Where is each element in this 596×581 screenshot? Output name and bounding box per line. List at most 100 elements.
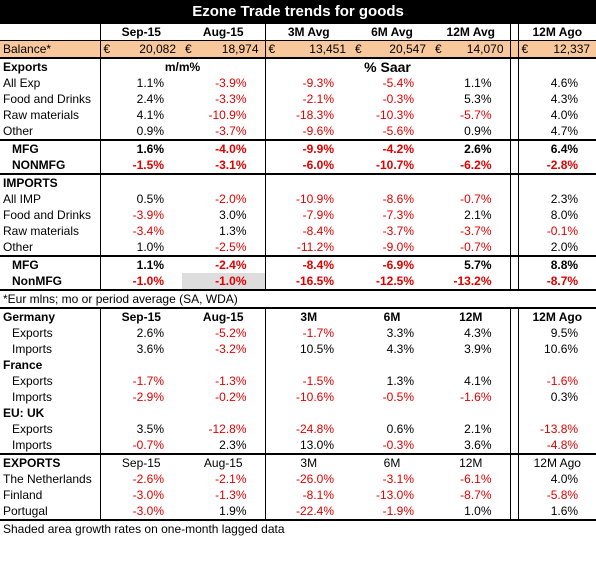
value-cell: -3.3% <box>215 92 247 106</box>
value-cell: -13.0% <box>375 488 414 502</box>
column-header: Aug-15 <box>202 25 244 39</box>
currency: € <box>268 42 276 56</box>
table-row: NonMFG -1.0% -1.0% -16.5% -12.5% -13.2% -8.7% <box>0 273 596 290</box>
value-cell: 0.5% <box>99 191 182 207</box>
table-row: Ezone Trade trends for goods <box>0 0 596 24</box>
gap-cell <box>509 139 518 157</box>
row-label: Finland <box>3 488 43 502</box>
table-row: EU: UK <box>0 405 596 421</box>
balance-value: 13,451 <box>309 42 346 56</box>
table-row: All IMP 0.5% -2.0% -10.9% -8.6% -0.7% 2.3% <box>0 191 596 207</box>
value-cell: -1.5% <box>264 373 352 389</box>
table-row: MFG 1.1% -2.4% -8.4% -6.9% 5.7% 8.8% <box>0 255 596 273</box>
value-cell: -4.8% <box>517 437 596 454</box>
row-label: Exports <box>12 374 53 388</box>
value-cell: 2.6% <box>99 325 182 341</box>
column-header: Aug-15 <box>182 453 265 471</box>
balance-cell: €12,337 <box>517 40 596 59</box>
blank-cell <box>99 405 182 421</box>
row-label: NONMFG <box>12 158 66 172</box>
value-cell: 2.4% <box>99 91 182 107</box>
value-cell: -10.7% <box>375 158 414 172</box>
row-label: Other <box>3 240 34 254</box>
blank-cell <box>517 57 596 75</box>
value-cell: -1.9% <box>382 504 414 518</box>
value-cell: -10.6% <box>264 389 352 405</box>
blank-cell <box>182 405 265 421</box>
value-cell: 3.0% <box>219 208 247 222</box>
value-cell: -3.0% <box>99 503 182 520</box>
value-cell: 4.3% <box>517 91 596 107</box>
value-cell: -13.2% <box>453 274 492 288</box>
value-cell: -5.4% <box>382 76 414 90</box>
gap-cell <box>509 373 518 389</box>
gap-cell <box>509 40 518 59</box>
value-cell: 1.3% <box>219 224 247 238</box>
blank-cell <box>264 357 352 373</box>
row-label: Raw materials <box>3 224 80 238</box>
value-cell: 1.0% <box>99 239 182 256</box>
gap-cell <box>509 389 518 405</box>
table-row: Other 0.9% -3.7% -9.6% -5.6% 0.9% 4.7% <box>0 123 596 140</box>
row-label: NonMFG <box>12 274 62 288</box>
value-cell: -2.8% <box>517 157 596 174</box>
value-cell: 1.9% <box>219 504 247 518</box>
blank-cell <box>517 357 596 373</box>
column-header: 3M <box>264 453 352 471</box>
value-cell: -6.2% <box>460 158 492 172</box>
table-row: France <box>0 357 596 373</box>
table-row: Finland -3.0% -1.3% -8.1% -13.0% -8.7% -5.8% <box>0 487 596 503</box>
value-cell: -1.6% <box>517 373 596 389</box>
table-row: Exports 3.5% -12.8% -24.8% 0.6% 2.1% -13.8% <box>0 421 596 437</box>
row-label: Other <box>3 124 34 138</box>
row-label: MFG <box>0 139 100 157</box>
value-cell: 10.6% <box>517 341 596 357</box>
value-cell: -1.5% <box>99 157 182 174</box>
value-cell: -5.8% <box>517 487 596 503</box>
blank-cell <box>264 405 352 421</box>
value-cell: -2.1% <box>264 91 352 107</box>
value-cell: 4.7% <box>517 123 596 140</box>
balance-cell: €20,547 <box>352 40 432 59</box>
balance-cell: €13,451 <box>264 40 352 59</box>
value-cell: -0.3% <box>382 92 414 106</box>
value-cell: -5.2% <box>215 326 247 340</box>
table-row: IMPORTS <box>0 173 596 191</box>
value-cell: 2.1% <box>464 422 492 436</box>
value-cell: -18.3% <box>264 107 352 123</box>
value-cell: 13.0% <box>264 437 352 454</box>
value-cell: -5.7% <box>460 108 492 122</box>
value-cell: -0.1% <box>517 223 596 239</box>
gap-cell <box>509 57 518 75</box>
value-cell: 4.6% <box>517 75 596 91</box>
value-cell: 0.9% <box>464 124 492 138</box>
value-cell: -3.1% <box>215 158 247 172</box>
value-cell: -2.6% <box>99 471 182 487</box>
balance-value: 20,082 <box>139 42 176 56</box>
value-cell: 5.7% <box>432 255 510 273</box>
value-cell: -7.3% <box>382 208 414 222</box>
currency: € <box>103 42 111 56</box>
blank-cell <box>0 24 100 41</box>
column-header: 12M Ago <box>517 453 596 471</box>
value-cell: 1.3% <box>386 374 414 388</box>
value-cell: -2.1% <box>215 472 247 486</box>
table-row: NONMFG -1.5% -3.1% -6.0% -10.7% -6.2% -2.8% <box>0 157 596 174</box>
balance-cell: €14,070 <box>432 40 510 59</box>
gap-cell <box>509 207 518 223</box>
value-cell: -8.4% <box>264 255 352 273</box>
row-label: France <box>3 358 43 372</box>
value-cell: 4.0% <box>517 471 596 487</box>
trade-table: Ezone Trade trends for goods Sep-15 Aug-15… <box>0 0 596 537</box>
value-cell: -8.1% <box>264 487 352 503</box>
blank-cell <box>432 405 510 421</box>
value-cell: 2.3% <box>517 191 596 207</box>
value-cell: 1.1% <box>99 75 182 91</box>
value-cell: 3.6% <box>464 438 492 452</box>
value-cell: -9.9% <box>264 139 352 157</box>
value-cell: -2.5% <box>215 240 247 254</box>
value-cell: 1.0% <box>464 504 492 518</box>
table-row: MFG 1.6% -4.0% -9.9% -4.2% 2.6% 6.4% <box>0 139 596 157</box>
value-cell: 2.3% <box>219 438 247 452</box>
blank-cell <box>517 405 596 421</box>
